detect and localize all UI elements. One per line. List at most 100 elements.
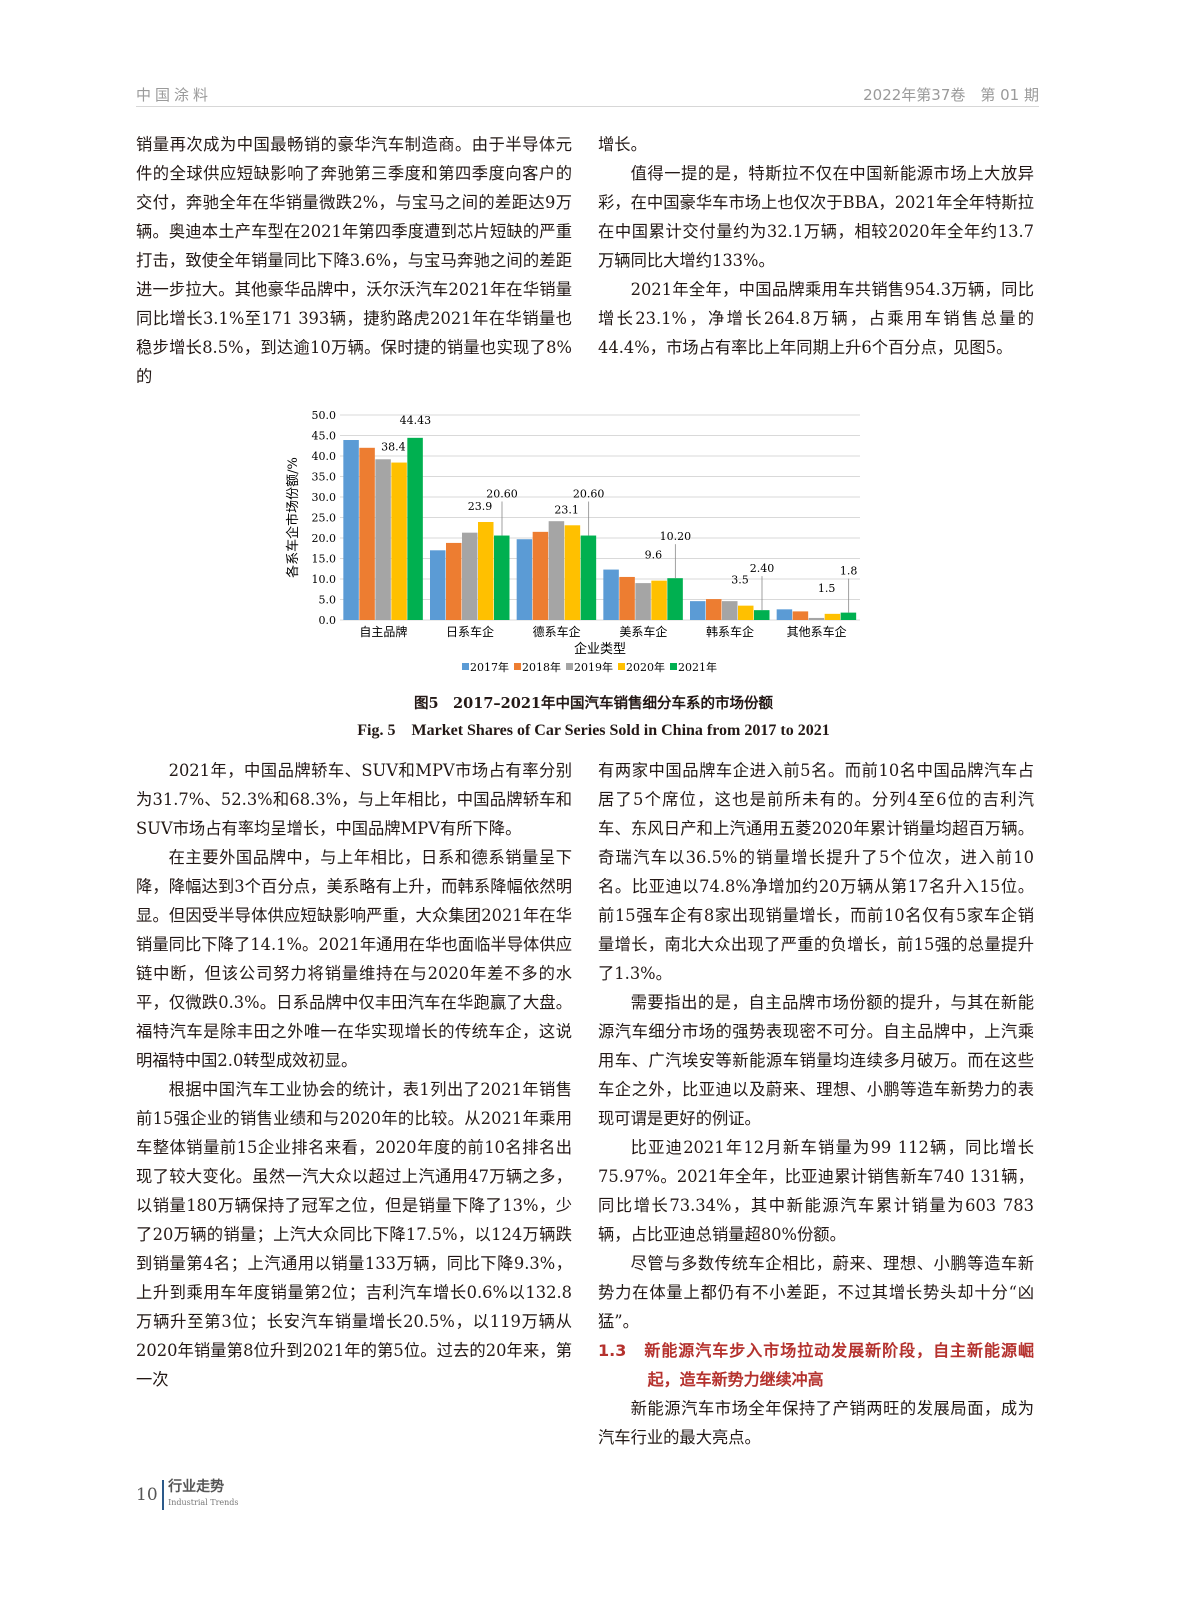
paragraph: 有两家中国品牌车企进入前5名。而前10名中国品牌汽车占居了5个席位，这也是前所未…: [598, 761, 1034, 983]
issue-info: 2022年第37卷 第 01 期: [863, 86, 1039, 104]
bar: [446, 542, 462, 620]
data-label: 23.1: [554, 503, 579, 516]
data-label: 23.9: [468, 500, 493, 513]
left-column-bottom: 2021年，中国品牌轿车、SUV和MPV市场占有率分别为31.7%、52.3%和…: [136, 756, 572, 1394]
legend-label: 2021年: [678, 660, 717, 674]
y-tick-label: 40.0: [312, 450, 337, 463]
bar: [375, 459, 391, 620]
bar: [808, 617, 825, 620]
paragraph: 2021年，中国品牌轿车、SUV和MPV市场占有率分别为31.7%、52.3%和…: [136, 761, 572, 838]
legend-swatch: [462, 663, 469, 670]
legend-label: 2017年: [470, 660, 509, 674]
y-tick-label: 45.0: [312, 430, 337, 443]
x-tick-label: 美系车企: [619, 624, 667, 639]
bar: [776, 609, 793, 620]
left-column-top: 销量再次成为中国最畅销的豪华汽车制造商。由于半导体元件的全球供应短缺影响了奔驰第…: [136, 130, 572, 391]
bar: [564, 525, 581, 620]
right-column-bottom: 有两家中国品牌车企进入前5名。而前10名中国品牌汽车占居了5个席位，这也是前所未…: [598, 756, 1034, 1452]
y-tick-label: 25.0: [312, 512, 337, 525]
bar: [840, 612, 857, 620]
legend-swatch: [618, 663, 625, 670]
figure-caption-en: Fig. 5 Market Shares of Car Series Sold …: [357, 722, 830, 739]
footer-section-en: Industrial Trends: [168, 1498, 239, 1507]
paragraph: 在主要外国品牌中，与上年相比，日系和德系销量呈下降，降幅达到3个百分点，美系略有…: [136, 848, 572, 1070]
bar: [824, 613, 841, 620]
right-column-top: 增长。 值得一提的是，特斯拉不仅在中国新能源市场上大放异彩，在中国豪华车市场上也…: [598, 130, 1034, 362]
running-header: 中国涂料 2022年第37卷 第 01 期: [136, 84, 1039, 107]
data-label: 9.6: [645, 549, 663, 562]
page-number: 10: [136, 1485, 158, 1505]
bar: [478, 522, 494, 620]
y-tick-label: 0.0: [319, 614, 337, 627]
x-tick-label: 日系车企: [446, 624, 494, 639]
paragraph: 比亚迪2021年12月新车销量为99 112辆，同比增长75.97%。2021年…: [598, 1138, 1034, 1244]
x-tick-label: 德系车企: [533, 624, 581, 639]
legend-label: 2020年: [626, 660, 665, 674]
data-label: 10.20: [660, 530, 692, 543]
bar: [667, 578, 683, 620]
paragraph: 销量再次成为中国最畅销的豪华汽车制造商。由于半导体元件的全球供应短缺影响了奔驰第…: [136, 135, 572, 386]
figure-caption-cn: 图5 2017–2021年中国汽车销售细分车系的市场份额: [413, 695, 774, 712]
bar: [516, 539, 533, 620]
y-tick-label: 15.0: [312, 553, 337, 566]
bar: [548, 521, 565, 620]
x-tick-label: 其他系车企: [787, 624, 847, 639]
legend-label: 2019年: [574, 660, 613, 674]
bar: [391, 462, 407, 620]
legend-label: 2018年: [522, 660, 561, 674]
bar: [603, 569, 619, 620]
paragraph: 2021年全年，中国品牌乘用车共销售954.3万辆，同比增长23.1%，净增长2…: [598, 280, 1034, 357]
paragraph: 尽管与多数传统车企相比，蔚来、理想、小鹏等造车新势力在体量上都仍有不小差距，不过…: [598, 1254, 1034, 1331]
y-tick-label: 20.0: [312, 532, 337, 545]
data-label: 20.60: [486, 488, 518, 501]
paragraph: 新能源汽车市场全年保持了产销两旺的发展局面，成为汽车行业的最大亮点。: [598, 1399, 1034, 1447]
y-tick-label: 35.0: [312, 471, 337, 484]
bar: [407, 437, 423, 620]
bar-chart: 0.0 5.0 10.0 15.0 20.0 25.0 30.0 35.0 40.0 45.0 50…: [285, 409, 860, 674]
paragraph: 值得一提的是，特斯拉不仅在中国新能源市场上大放异彩，在中国豪华车市场上也仅次于B…: [598, 164, 1034, 270]
bar: [722, 601, 738, 620]
bar: [651, 580, 667, 620]
paragraph: 需要指出的是，自主品牌市场份额的提升，与其在新能源汽车细分市场的强势表现密不可分…: [598, 993, 1034, 1128]
bar: [738, 605, 754, 620]
legend-swatch: [514, 663, 521, 670]
data-label: 44.43: [400, 414, 432, 427]
legend-swatch: [566, 663, 573, 670]
paragraph: 增长。: [598, 135, 647, 154]
data-label: 1.8: [840, 565, 858, 578]
bar: [343, 440, 359, 620]
data-label: 3.5: [731, 574, 749, 587]
footer-section-cn: 行业走势: [168, 1479, 225, 1495]
bar: [430, 550, 446, 620]
bar: [792, 611, 809, 620]
bar: [494, 535, 510, 620]
y-tick-label: 30.0: [312, 491, 337, 504]
section-heading: 1.3 新能源汽车步入市场拉动发展新阶段，自主新能源崛起，造车新势力继续冲高: [598, 1336, 1034, 1394]
paragraph: 根据中国汽车工业协会的统计，表1列出了2021年销售前15强企业的销售业绩和与2…: [136, 1080, 572, 1389]
data-label: 2.40: [750, 562, 775, 575]
x-tick-label: 韩系车企: [706, 624, 754, 639]
data-label: 1.5: [818, 582, 836, 595]
bar: [706, 599, 722, 620]
data-label: 20.60: [573, 488, 605, 501]
section-title: 新能源汽车步入市场拉动发展新阶段，自主新能源崛起，造车新势力继续冲高: [644, 1341, 1034, 1389]
x-tick-label: 自主品牌: [359, 625, 407, 639]
y-tick-label: 10.0: [312, 573, 337, 586]
bar: [580, 535, 597, 620]
bar: [359, 447, 375, 620]
bar: [619, 576, 635, 620]
y-tick-label: 5.0: [319, 594, 337, 607]
section-number: 1.3: [598, 1341, 627, 1360]
bar: [635, 583, 651, 620]
legend-swatch: [670, 663, 677, 670]
data-label: 38.4: [381, 441, 406, 454]
bar: [462, 532, 478, 620]
y-axis-title: 各系车企市场份额/%: [285, 457, 301, 578]
y-tick-label: 50.0: [312, 409, 337, 422]
bar: [754, 610, 770, 620]
journal-name: 中国涂料: [136, 86, 213, 104]
x-axis-title: 企业类型: [574, 641, 626, 657]
bar: [690, 601, 706, 620]
bar: [532, 531, 549, 620]
